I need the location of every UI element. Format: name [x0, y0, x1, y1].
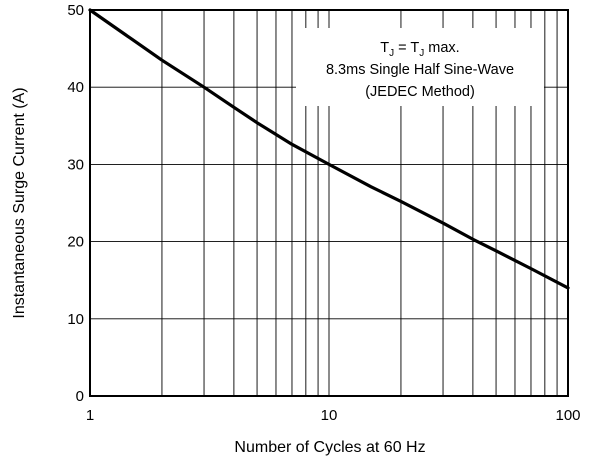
plot-area-frame — [89, 9, 569, 397]
x-tick-label: 100 — [555, 407, 580, 424]
x-tick-label: 10 — [321, 407, 338, 424]
annotation-line-2: 8.3ms Single Half Sine-Wave — [326, 62, 514, 78]
series-layer — [88, 8, 570, 290]
y-tick-label: 50 — [67, 2, 84, 19]
x-axis-title: Number of Cycles at 60 Hz — [234, 439, 425, 456]
tick-labels: 0 10 20 30 40 50 1 10 100 — [67, 2, 580, 424]
annotation-line-1: TJ = TJ max. — [380, 40, 459, 59]
annotation-line-3: (JEDEC Method) — [365, 84, 475, 100]
x-tick-label: 1 — [86, 407, 94, 424]
y-tick-label: 40 — [67, 79, 84, 96]
y-tick-label: 30 — [67, 156, 84, 173]
y-tick-label: 10 — [67, 311, 84, 328]
y-tick-label: 20 — [67, 234, 84, 251]
y-axis-title: Instantaneous Surge Current (A) — [11, 87, 28, 318]
annotation-box — [296, 28, 544, 106]
surge-current-curve — [88, 8, 570, 290]
y-tick-label: 0 — [76, 388, 84, 405]
